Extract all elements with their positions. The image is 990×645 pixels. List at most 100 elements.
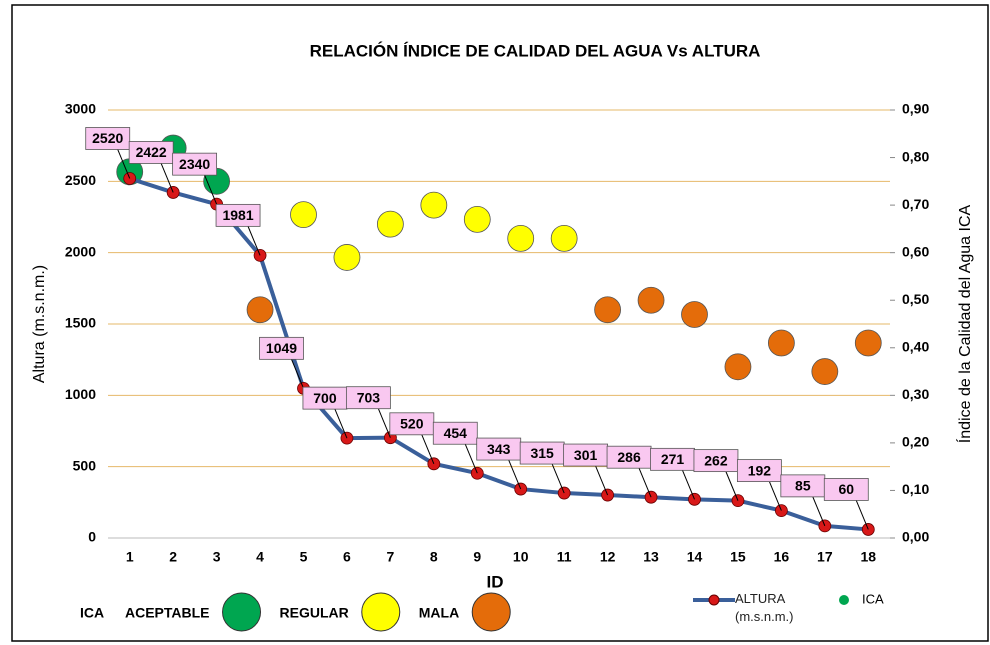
data-label: 454 [444, 425, 468, 441]
ica-point [550, 224, 578, 252]
data-label: 520 [400, 416, 424, 432]
x-tick-label: 16 [774, 549, 790, 565]
quality-legend-label: REGULAR [280, 605, 349, 621]
chart-title: RELACIÓN ÍNDICE DE CALIDAD DEL AGUA Vs A… [310, 41, 761, 60]
y2-tick-label: 0,20 [902, 434, 929, 450]
y2-tick-label: 0,90 [902, 101, 929, 117]
x-tick-label: 11 [557, 549, 572, 565]
legend-altura-label: ALTURA (m.s.n.m.) [735, 591, 794, 624]
data-label: 192 [748, 462, 772, 478]
ica-point [637, 286, 665, 314]
data-label: 703 [357, 389, 381, 405]
label-leader [464, 444, 478, 474]
ica-point [463, 205, 491, 233]
legend-ica-marker [839, 595, 849, 605]
data-label-box [215, 203, 261, 227]
legend-ica-label: ICA [862, 591, 884, 606]
ica-point [376, 210, 404, 238]
quality-legend-swatch [222, 592, 262, 632]
label-leader [377, 408, 391, 438]
ica-point [854, 329, 882, 357]
label-leader [421, 434, 435, 465]
ica-point [420, 191, 448, 219]
label-leader [638, 468, 652, 498]
data-label: 2422 [136, 144, 167, 160]
label-leader [204, 174, 218, 205]
x-tick-label: 13 [643, 549, 659, 565]
y-tick-label: 2500 [65, 172, 96, 188]
ica-point [507, 224, 535, 252]
data-label: 2520 [92, 130, 123, 146]
ica-point [767, 329, 795, 357]
quality-legend-label: MALA [419, 605, 459, 621]
altura-point [774, 504, 788, 518]
ica-point [246, 296, 274, 324]
label-leader [595, 465, 609, 496]
data-label: 286 [617, 449, 641, 465]
y2-tick-label: 0,50 [902, 291, 929, 307]
data-label-box [345, 386, 391, 410]
label-leader [247, 226, 261, 256]
data-label-box [259, 336, 304, 360]
y-tick-label: 1500 [65, 315, 96, 331]
x-tick-label: 3 [213, 549, 221, 565]
x-tick-label: 4 [256, 549, 264, 565]
data-label: 1981 [222, 207, 253, 223]
data-label-box [85, 127, 131, 150]
x-tick-label: 6 [343, 549, 351, 565]
y2-tick-label: 0,60 [902, 243, 929, 259]
y-tick-label: 1000 [65, 386, 96, 402]
y-tick-label: 3000 [65, 101, 96, 117]
x-tick-label: 5 [300, 549, 308, 565]
data-label-box [736, 459, 782, 483]
data-label-box [823, 478, 869, 501]
ica-point [811, 358, 839, 385]
data-label-box [432, 421, 478, 445]
data-label-box [128, 141, 174, 164]
data-label: 301 [574, 447, 598, 463]
data-label: 262 [704, 452, 728, 468]
data-label: 1049 [266, 340, 297, 356]
label-leader [334, 408, 348, 439]
data-label: 2340 [179, 156, 210, 172]
y-tick-label: 0 [88, 529, 96, 545]
ica-point [724, 353, 752, 381]
x-tick-label: 8 [430, 549, 438, 565]
data-label: 85 [795, 478, 811, 494]
label-leader [725, 471, 739, 501]
x-tick-label: 7 [386, 549, 394, 565]
ica-point [681, 301, 708, 328]
label-leader [551, 463, 565, 494]
y2-axis-title: Índice de la Calidad del Agua ICA [955, 204, 974, 443]
quality-legend-swatch [361, 592, 401, 632]
quality-legend-title: ICA [80, 605, 104, 621]
x-tick-label: 18 [860, 549, 876, 565]
data-label: 60 [838, 481, 854, 497]
legend-altura-marker [708, 594, 720, 606]
x-tick-label: 9 [473, 549, 481, 565]
label-leader [117, 149, 131, 179]
y-axis-title: Altura (m.s.n.m.) [31, 265, 48, 383]
quality-legend-swatch [471, 592, 511, 632]
x-axis-title: ID [487, 572, 504, 591]
label-leader [682, 470, 695, 500]
x-tick-label: 17 [817, 549, 833, 565]
x-tick-label: 2 [169, 549, 177, 565]
ica-point [290, 201, 317, 229]
frame [11, 4, 989, 642]
x-tick-label: 12 [600, 549, 616, 565]
y-tick-label: 500 [73, 457, 97, 473]
data-label: 343 [487, 441, 511, 457]
x-tick-label: 1 [126, 549, 134, 565]
quality-legend-label: ACEPTABLE [125, 605, 210, 621]
ica-point [333, 244, 361, 271]
x-tick-label: 14 [687, 549, 703, 565]
label-leader [160, 163, 174, 193]
altura-line [129, 176, 869, 532]
y2-tick-label: 0,10 [902, 481, 929, 497]
data-label: 700 [313, 390, 337, 406]
y2-tick-label: 0,70 [902, 196, 929, 212]
y2-tick-label: 0,00 [902, 529, 929, 545]
